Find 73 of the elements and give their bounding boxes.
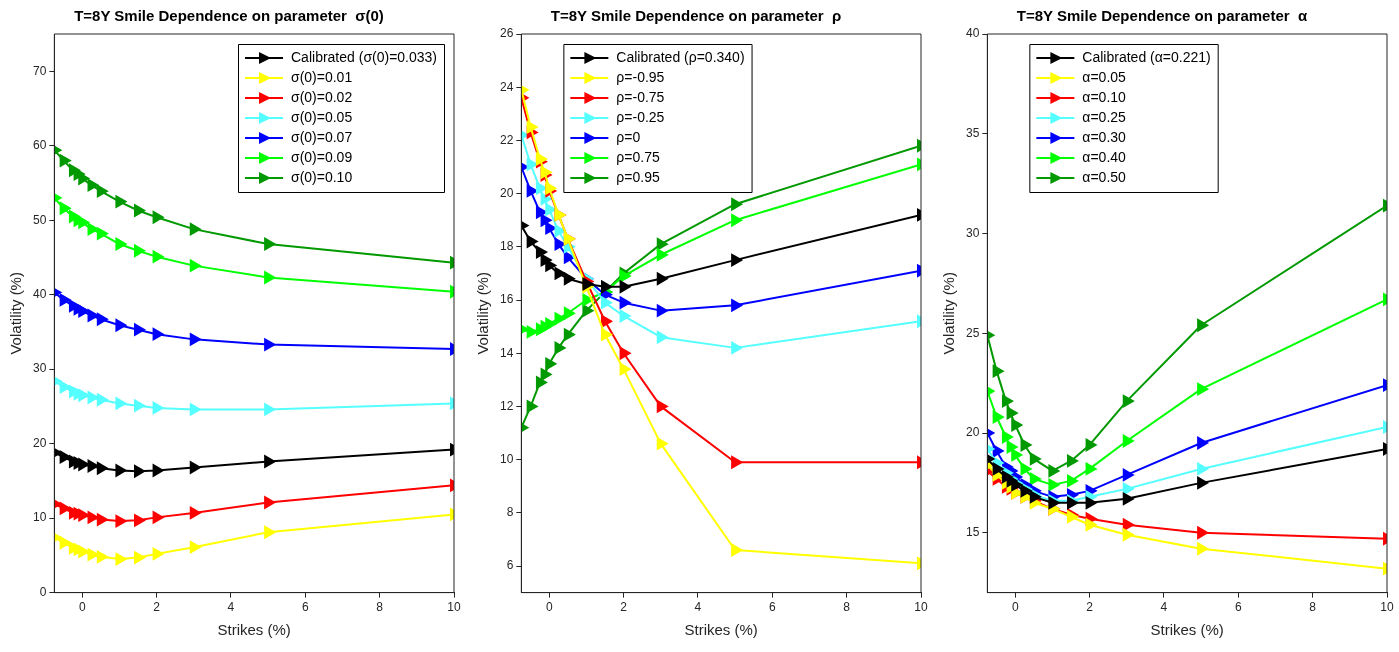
y-tick-label: 8	[506, 505, 514, 520]
legend-label: α=0.25	[1082, 108, 1127, 125]
y-axis-title: Volatility (%)	[940, 272, 958, 355]
y-tick-label: 6	[506, 558, 514, 573]
y-tick-label: 20	[965, 425, 980, 440]
x-tick-label: 10	[914, 600, 928, 615]
legend-label: α=0.40	[1082, 148, 1127, 165]
chart-title: T=8Y Smile Dependence on parameter ρ	[550, 7, 842, 25]
y-tick-label: 18	[499, 239, 514, 254]
y-tick-label: 30	[32, 361, 47, 376]
x-tick-label: 6	[301, 600, 309, 615]
x-tick-label: 6	[768, 600, 776, 615]
y-tick-label: 12	[499, 398, 514, 413]
legend-label: σ(0)=0.02	[291, 88, 353, 105]
y-tick-label: 16	[499, 292, 514, 307]
y-tick-label: 0	[39, 584, 47, 599]
y-tick-label: 50	[32, 212, 47, 227]
x-tick-label: 2	[153, 600, 161, 615]
x-tick-label: 8	[843, 600, 851, 615]
y-tick-label: 22	[499, 132, 514, 147]
y-tick-label: 10	[32, 510, 47, 525]
y-tick-label: 60	[32, 138, 47, 153]
x-tick-label: 2	[620, 600, 628, 615]
legend-label: α=0.50	[1082, 168, 1127, 185]
y-tick-label: 40	[32, 286, 47, 301]
x-tick-label: 10	[1380, 600, 1394, 615]
legend-label: σ(0)=0.09	[291, 148, 353, 165]
y-tick-label: 24	[499, 79, 514, 94]
legend-label: σ(0)=0.07	[291, 128, 353, 145]
x-tick-label: 0	[78, 600, 86, 615]
legend-label: σ(0)=0.10	[291, 168, 353, 185]
x-tick-label: 4	[1160, 600, 1168, 615]
y-tick-label: 15	[965, 525, 980, 540]
x-axis-title: Strikes (%)	[217, 621, 291, 639]
legend-label: ρ=-0.95	[616, 68, 665, 85]
x-tick-label: 4	[694, 600, 702, 615]
y-tick-label: 20	[499, 185, 514, 200]
y-tick-label: 25	[965, 325, 980, 340]
legend-label: α=0.05	[1082, 68, 1127, 85]
legend-label: ρ=0	[616, 128, 641, 145]
legend-label: σ(0)=0.01	[291, 68, 353, 85]
y-tick-label: 26	[499, 26, 514, 41]
x-tick-label: 2	[1086, 600, 1094, 615]
legend-label: ρ=-0.75	[616, 88, 665, 105]
y-tick-label: 70	[32, 63, 47, 78]
x-tick-label: 0	[1011, 600, 1019, 615]
x-axis-title: Strikes (%)	[684, 621, 758, 639]
legend-label: Calibrated (ρ=0.340)	[616, 48, 745, 65]
x-tick-label: 0	[545, 600, 553, 615]
x-tick-label: 8	[376, 600, 384, 615]
legend-label: α=0.10	[1082, 88, 1127, 105]
chart-title: T=8Y Smile Dependence on parameter α	[1016, 7, 1308, 25]
x-tick-label: 8	[1309, 600, 1317, 615]
legend-label: σ(0)=0.05	[291, 108, 353, 125]
legend-label: Calibrated (α=0.221)	[1082, 48, 1211, 65]
chart-title: T=8Y Smile Dependence on parameter σ(0)	[74, 7, 384, 25]
legend-label: α=0.30	[1082, 128, 1127, 145]
legend-label: ρ=-0.25	[616, 108, 665, 125]
y-axis-title: Volatility (%)	[474, 272, 492, 355]
y-tick-label: 14	[499, 345, 514, 360]
legend-label: Calibrated (σ(0)=0.033)	[291, 48, 438, 65]
y-tick-label: 30	[965, 225, 980, 240]
y-tick-label: 40	[965, 26, 980, 41]
x-tick-label: 10	[447, 600, 461, 615]
x-tick-label: 4	[227, 600, 235, 615]
legend-label: ρ=0.95	[616, 168, 660, 185]
x-tick-label: 6	[1234, 600, 1242, 615]
y-axis-title: Volatility (%)	[7, 272, 25, 355]
legend-label: ρ=0.75	[616, 148, 660, 165]
x-axis-title: Strikes (%)	[1150, 621, 1224, 639]
y-tick-label: 10	[499, 451, 514, 466]
y-tick-label: 35	[965, 126, 980, 141]
y-tick-label: 20	[32, 435, 47, 450]
